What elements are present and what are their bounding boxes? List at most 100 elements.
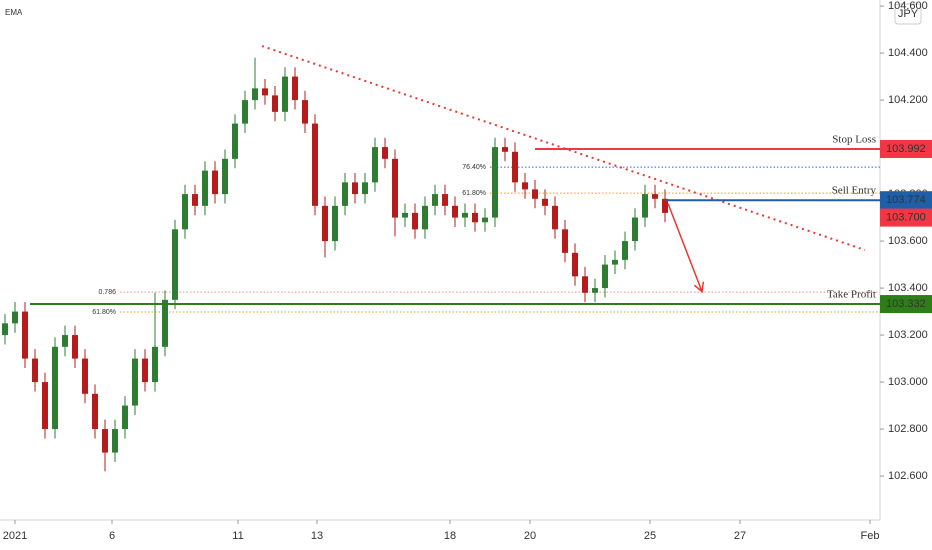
candle-body	[162, 299, 168, 347]
candle-body	[652, 194, 658, 199]
candle-body	[92, 393, 98, 430]
candle-body	[632, 217, 638, 242]
candle-body	[102, 429, 108, 453]
candle-body	[492, 147, 498, 218]
candle-body	[572, 252, 578, 277]
candle-body	[282, 76, 288, 112]
candle-body	[382, 147, 388, 159]
level-price-box	[880, 191, 932, 210]
candle-body	[602, 264, 608, 289]
candle-body	[392, 158, 398, 218]
x-tick-label: 11	[232, 530, 243, 542]
candle-body	[12, 311, 18, 324]
candle-body	[242, 100, 248, 124]
y-tick-label: 103.600	[888, 235, 928, 247]
y-tick-label: 103.200	[888, 329, 928, 341]
level-name: Take Profit	[827, 289, 876, 301]
level-name: Sell Entry	[832, 185, 877, 197]
candle-body	[332, 205, 338, 242]
fib-label: 61.80%	[92, 309, 116, 316]
candle-body	[532, 189, 538, 199]
candle-body	[502, 147, 508, 152]
candle-body	[112, 429, 118, 453]
x-tick-label: 27	[734, 530, 746, 542]
candle-body	[72, 335, 78, 359]
candle-body	[62, 335, 68, 347]
candle-body	[212, 170, 218, 195]
candle-body	[262, 88, 268, 96]
candle-body	[582, 276, 588, 293]
candle-body	[182, 194, 188, 230]
candle-body	[52, 346, 58, 430]
indicator-label: EMA	[5, 8, 23, 17]
y-tick-label: 104.400	[888, 47, 928, 59]
arrow-shaft	[667, 203, 703, 292]
x-tick-label: 13	[311, 530, 323, 542]
candle-body	[232, 123, 238, 159]
candle-body	[302, 100, 308, 124]
x-tick-label: 2021	[3, 530, 27, 542]
candle-body	[642, 194, 648, 218]
fib-label: 61.80%	[462, 190, 486, 197]
candle-body	[662, 198, 668, 213]
candle-body	[452, 205, 458, 218]
candle-body	[372, 147, 378, 183]
y-tick-label: 104.600	[888, 0, 928, 12]
candle-body	[432, 194, 438, 206]
candle-body	[612, 259, 618, 265]
candle-body	[442, 194, 448, 206]
candle-body	[2, 323, 8, 336]
level-price-label: 103.774	[886, 194, 926, 206]
candle-body	[342, 182, 348, 206]
candle-body	[122, 405, 128, 430]
candle-body	[402, 212, 408, 218]
last-price-box	[880, 208, 932, 227]
candle-body	[82, 358, 88, 394]
arrow-head	[693, 281, 705, 294]
y-tick-label: 102.800	[888, 423, 928, 435]
candle-body	[42, 382, 48, 430]
candle-body	[32, 358, 38, 383]
x-tick-label: 6	[109, 530, 115, 542]
candle-body	[542, 198, 548, 206]
candle-body	[462, 212, 468, 218]
currency-box	[894, 3, 922, 25]
candle-body	[142, 358, 148, 383]
x-tick-label: 20	[524, 530, 536, 542]
level-price-box	[880, 295, 932, 314]
y-tick-label: 103.000	[888, 376, 928, 388]
candle-body	[412, 212, 418, 230]
fib-label: 76.40%	[462, 164, 486, 171]
candle-body	[352, 182, 358, 195]
y-tick-label: 102.600	[888, 470, 928, 482]
y-tick-label: 103.400	[888, 282, 928, 294]
x-tick-label: 18	[444, 530, 456, 542]
candle-body	[562, 229, 568, 253]
candle-body	[292, 76, 298, 101]
candle-body	[272, 95, 278, 112]
candle-body	[152, 346, 158, 383]
candle-body	[482, 217, 488, 223]
candle-body	[512, 151, 518, 183]
candle-body	[132, 358, 138, 406]
level-name: Stop Loss	[832, 134, 876, 146]
level-price-box	[880, 139, 932, 158]
y-tick-label: 104.200	[888, 94, 928, 106]
x-tick-label: Feb	[861, 530, 880, 542]
candle-body	[592, 288, 598, 293]
candle-body	[472, 212, 478, 223]
candle-body	[192, 194, 198, 206]
level-price-label: 103.992	[886, 143, 926, 155]
candle-body	[312, 123, 318, 206]
candle-body	[172, 229, 178, 300]
x-tick-label: 25	[644, 530, 656, 542]
candle-body	[202, 170, 208, 206]
candle-body	[252, 88, 258, 101]
candle-body	[622, 241, 628, 260]
candle-body	[22, 311, 28, 359]
candle-body	[362, 182, 368, 195]
currency-label: JPY	[898, 8, 919, 20]
candle-body	[522, 182, 528, 190]
